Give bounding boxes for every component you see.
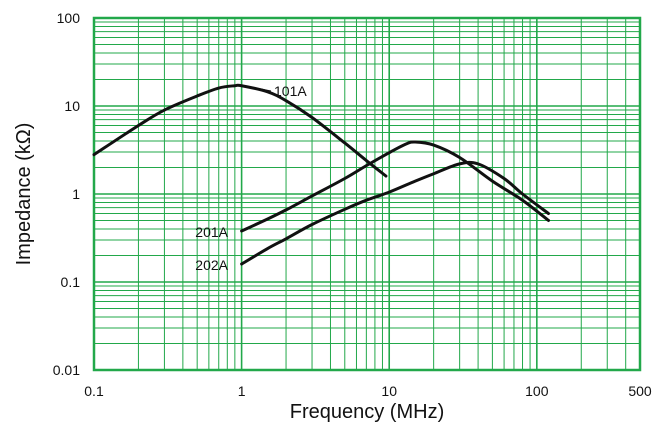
leader-line-101a xyxy=(244,85,272,92)
series-line-202a xyxy=(240,160,551,266)
x-tick-label: 0.1 xyxy=(84,383,104,399)
y-tick-label: 100 xyxy=(57,10,81,26)
y-axis-title: Impedance (kΩ) xyxy=(13,123,35,266)
series-label-202a: 202A xyxy=(195,257,228,273)
series-line-101a xyxy=(92,83,388,178)
y-tick-label: 0.1 xyxy=(61,274,81,290)
y-tick-label: 10 xyxy=(64,98,80,114)
x-tick-label: 100 xyxy=(525,383,549,399)
y-tick-label: 1 xyxy=(72,186,80,202)
y-tick-label: 0.01 xyxy=(53,362,80,378)
series-labels: 101A 201A 202A xyxy=(195,83,307,273)
series-line-201a xyxy=(240,140,551,233)
plot-frame xyxy=(92,16,642,372)
series-group xyxy=(92,83,551,266)
x-tick-label: 10 xyxy=(381,383,397,399)
grid xyxy=(92,16,642,372)
x-tick-label: 1 xyxy=(238,383,246,399)
x-axis-title: Frequency (MHz) xyxy=(290,401,444,423)
series-label-101a: 101A xyxy=(274,83,307,99)
x-tick-label: 500 xyxy=(628,383,652,399)
series-label-201a: 201A xyxy=(195,224,228,240)
